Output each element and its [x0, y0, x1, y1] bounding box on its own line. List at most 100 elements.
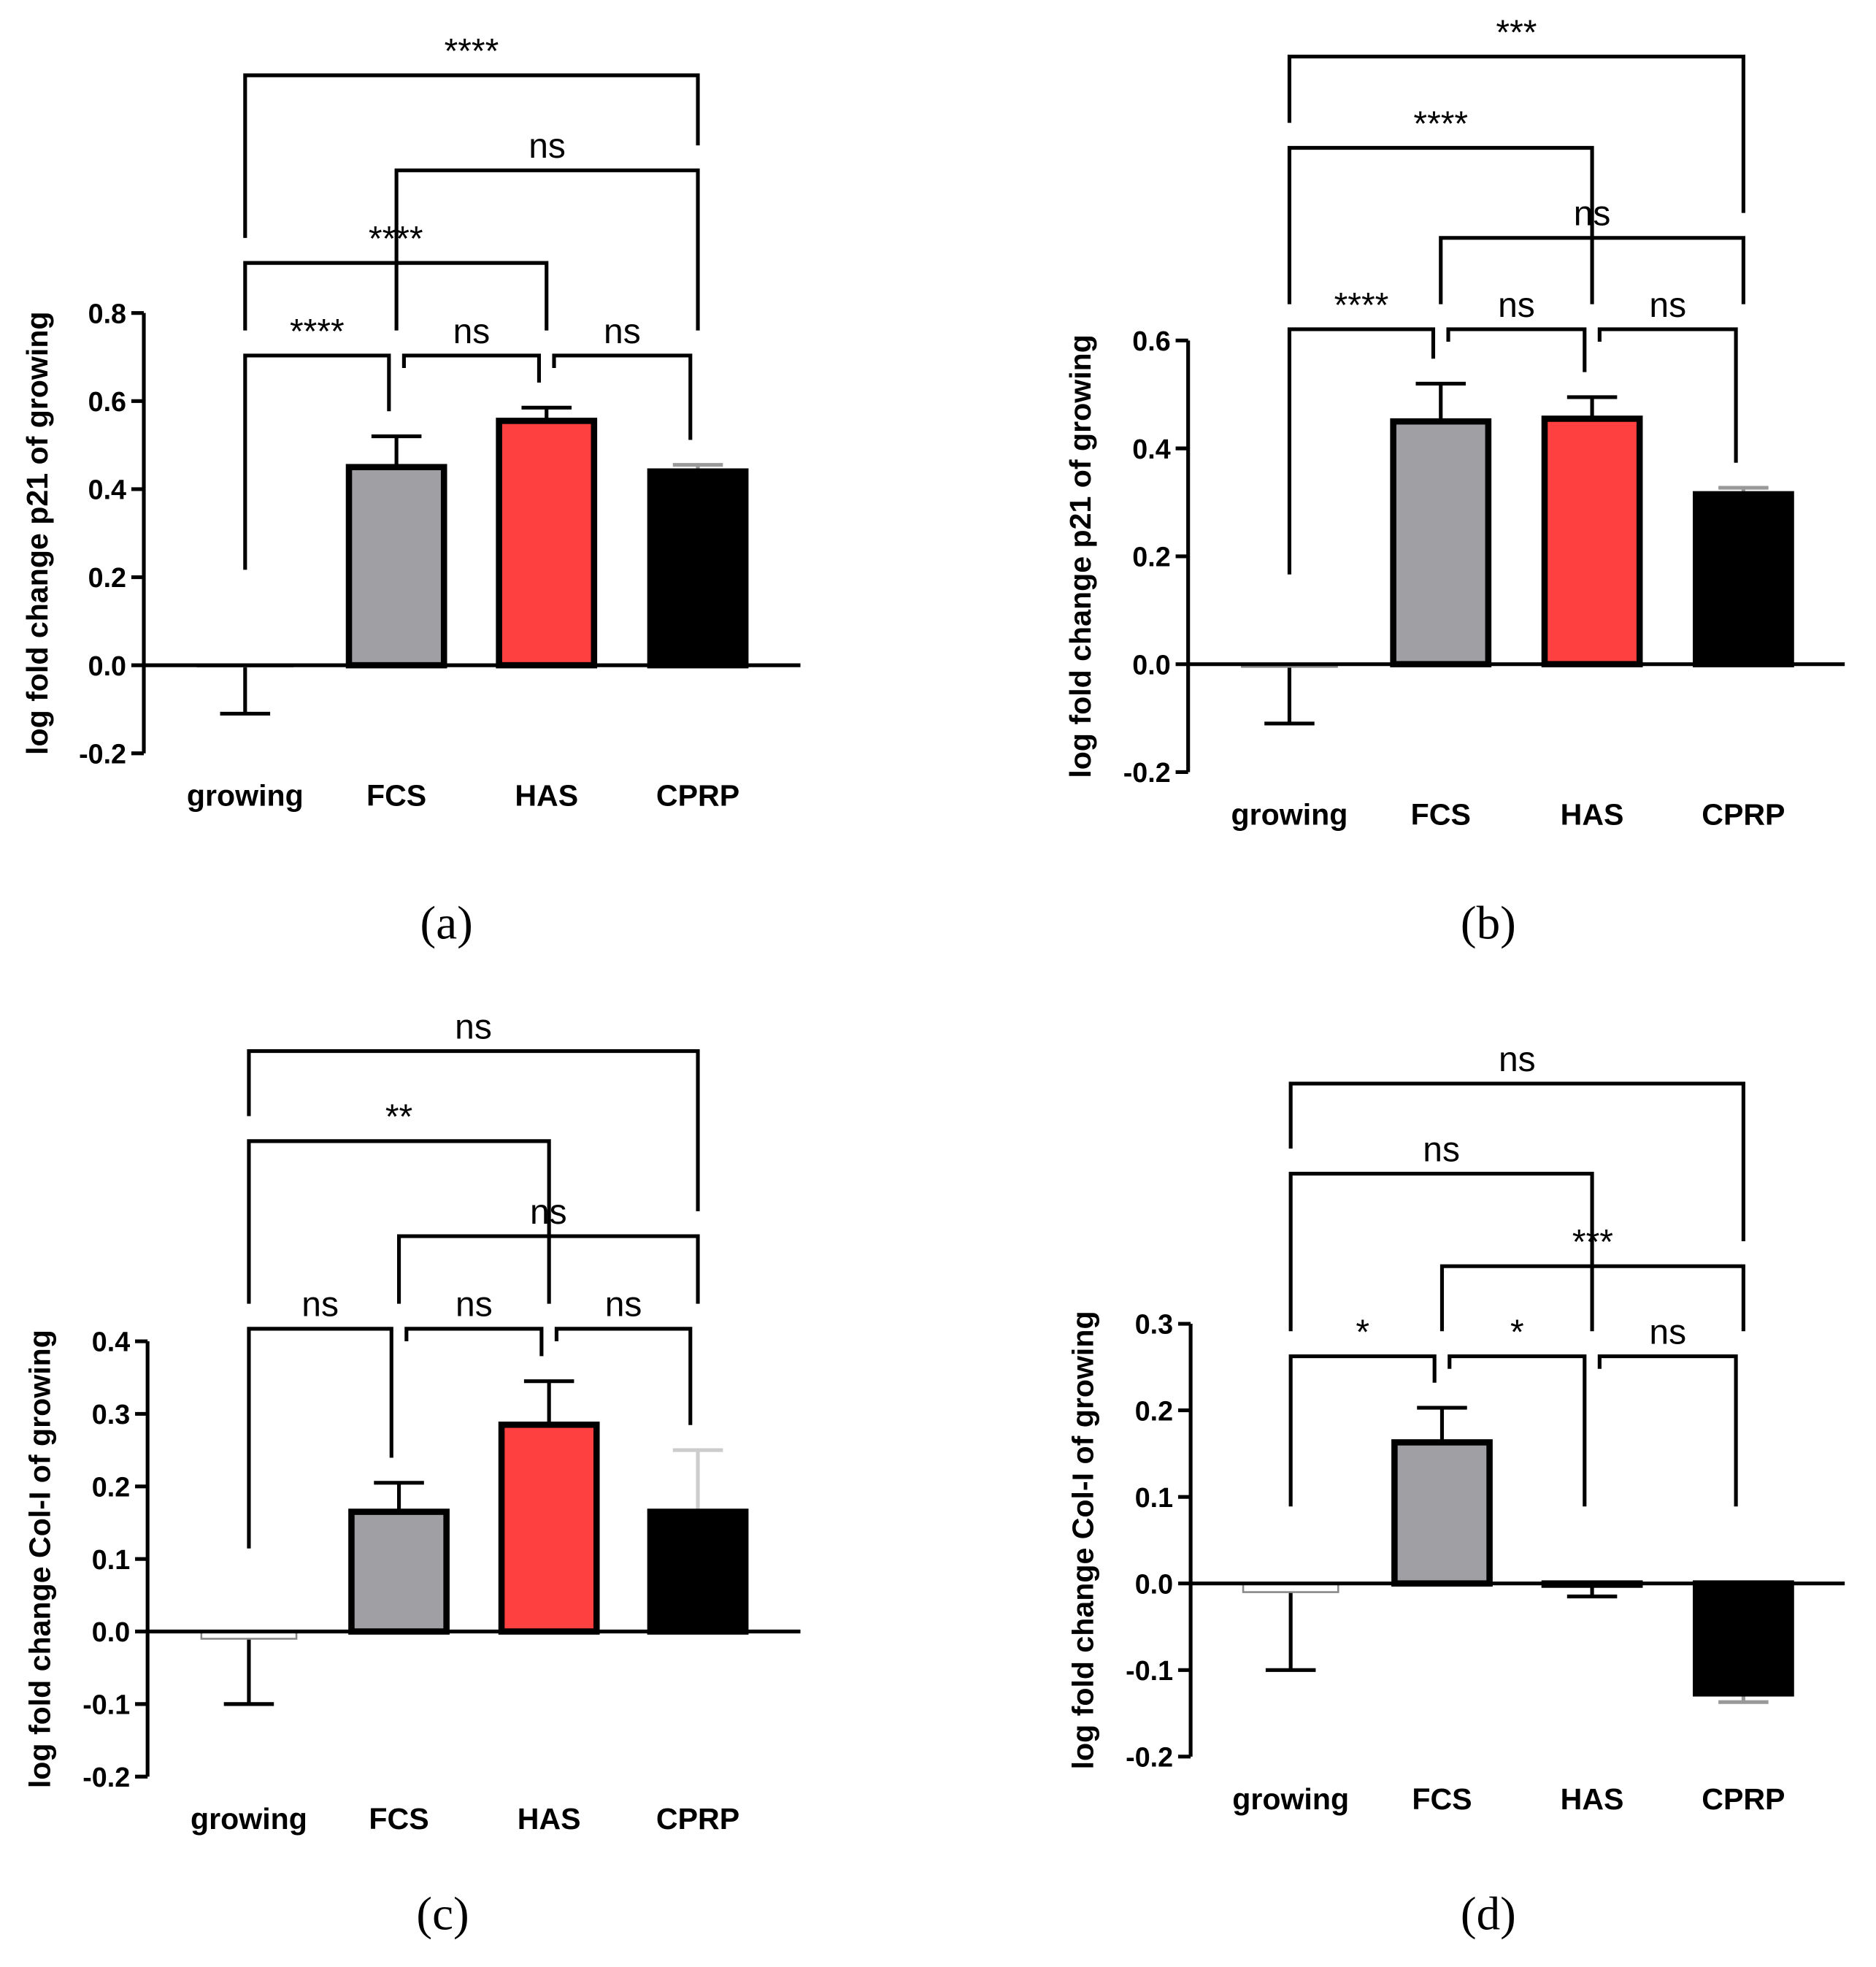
y-tick-label: 0.0 — [1135, 1568, 1173, 1599]
significance-label: ns — [453, 313, 491, 351]
significance-bracket — [1597, 327, 1738, 463]
x-tick-label: growing — [1231, 797, 1348, 831]
significance-bracket — [247, 1139, 551, 1304]
y-tick-label: -0.1 — [82, 1690, 130, 1720]
x-tick-label: HAS — [515, 779, 578, 813]
significance-label: ns — [455, 1286, 493, 1324]
y-tick-label: 0.4 — [88, 475, 126, 505]
bar — [1391, 1439, 1493, 1587]
panel: -0.2 -0.1 0.0 0.1 0.2 0.3 log fold change Col-… — [1066, 1040, 1845, 1940]
panel: -0.2 0.0 0.2 0.4 0.6 log fold change p21 of g… — [1064, 13, 1845, 949]
significance-label: ns — [1649, 1313, 1686, 1351]
significance-label: **** — [1334, 286, 1389, 325]
y-tick-label: 0.0 — [88, 651, 126, 681]
significance-bracket — [1288, 1171, 1594, 1332]
y-tick-label: 0.4 — [1132, 434, 1170, 464]
significance-bracket — [1287, 327, 1436, 575]
bar — [1692, 1580, 1794, 1697]
bar — [1692, 491, 1794, 667]
significance-bracket — [401, 353, 542, 383]
significance-label: ns — [1498, 286, 1535, 325]
significance-label: ns — [1423, 1130, 1460, 1169]
significance-bracket — [1597, 1354, 1738, 1507]
panel: -0.2 -0.1 0.0 0.1 0.2 0.3 0.4 log fold change C… — [23, 1008, 801, 1940]
y-axis-label: log fold change p21 of growing — [1064, 334, 1097, 778]
significance-bracket — [247, 1048, 700, 1211]
bar — [498, 1422, 600, 1635]
y-tick-label: 0.0 — [1132, 649, 1170, 680]
significance-bracket — [552, 353, 693, 440]
y-tick-label: 0.2 — [1135, 1395, 1173, 1426]
bar — [345, 464, 447, 669]
x-tick-label: CPRP — [656, 1802, 739, 1836]
x-tick-label: CPRP — [1702, 797, 1785, 831]
panel-label: (c) — [416, 1887, 469, 1940]
bar — [348, 1508, 450, 1635]
y-tick-label: 0.8 — [88, 298, 126, 329]
x-tick-label: growing — [1232, 1782, 1349, 1816]
significance-label: ns — [1649, 286, 1686, 325]
y-tick-label: 0.2 — [88, 562, 126, 593]
significance-label: ns — [604, 313, 641, 351]
x-tick-label: FCS — [369, 1802, 428, 1836]
y-tick-label: 0.0 — [92, 1617, 130, 1647]
x-tick-label: CPRP — [1702, 1782, 1785, 1816]
significance-bracket — [554, 1327, 693, 1425]
panel-label: (d) — [1461, 1887, 1516, 1940]
x-tick-label: growing — [187, 779, 304, 813]
y-tick-label: 0.2 — [1132, 542, 1170, 572]
significance-bracket — [1287, 54, 1745, 213]
x-tick-label: growing — [191, 1802, 307, 1836]
x-tick-label: CPRP — [656, 779, 739, 813]
y-axis-label: log fold change Col-I of growing — [23, 1330, 57, 1788]
panel-label: (b) — [1461, 897, 1516, 949]
bar — [647, 1508, 749, 1635]
significance-bracket — [1288, 1354, 1437, 1507]
significance-label: ns — [301, 1286, 339, 1324]
significance-label: **** — [445, 32, 499, 71]
significance-bracket — [1288, 1081, 1745, 1241]
significance-label: *** — [1496, 13, 1537, 52]
y-tick-label: 0.3 — [92, 1399, 130, 1430]
x-tick-label: FCS — [366, 779, 426, 813]
significance-label: ns — [528, 127, 566, 166]
y-tick-label: 0.6 — [88, 386, 126, 417]
y-tick-label: -0.1 — [1126, 1655, 1173, 1686]
x-tick-label: FCS — [1411, 797, 1471, 831]
panel-label: (a) — [420, 897, 473, 949]
y-tick-label: 0.2 — [92, 1471, 130, 1502]
significance-bracket — [243, 353, 391, 570]
y-tick-label: 0.6 — [1132, 326, 1170, 356]
y-tick-label: -0.2 — [1126, 1742, 1173, 1773]
x-tick-label: HAS — [1561, 797, 1624, 831]
significance-bracket — [1446, 327, 1587, 372]
significance-label: ** — [385, 1098, 412, 1137]
y-tick-label: -0.2 — [82, 1762, 130, 1792]
y-axis-label: log fold change Col-I of growing — [1066, 1311, 1099, 1769]
y-tick-label: 0.3 — [1135, 1309, 1173, 1340]
y-tick-label: 0.4 — [92, 1327, 130, 1357]
significance-bracket — [394, 168, 700, 331]
significance-bracket — [404, 1327, 544, 1357]
bar — [647, 468, 749, 669]
significance-label: ns — [455, 1008, 492, 1046]
panel: -0.2 0.0 0.2 0.4 0.6 0.8 log fold change p21 o… — [20, 32, 801, 949]
significance-bracket — [243, 73, 700, 238]
significance-bracket — [247, 1327, 393, 1549]
significance-label: **** — [1413, 104, 1468, 143]
bar — [496, 418, 598, 669]
bar — [1541, 415, 1643, 667]
y-axis-label: log fold change p21 of growing — [20, 311, 54, 755]
significance-label: * — [1356, 1313, 1369, 1351]
significance-bracket — [1448, 1354, 1587, 1507]
y-tick-label: -0.2 — [79, 738, 126, 769]
significance-bracket — [1287, 145, 1594, 304]
significance-label: ns — [605, 1286, 642, 1324]
y-tick-label: -0.2 — [1123, 757, 1171, 788]
significance-label: ns — [1499, 1040, 1536, 1079]
x-tick-label: HAS — [518, 1802, 581, 1836]
bar — [1390, 418, 1492, 667]
significance-label: * — [1510, 1313, 1524, 1351]
significance-label: **** — [290, 313, 345, 351]
